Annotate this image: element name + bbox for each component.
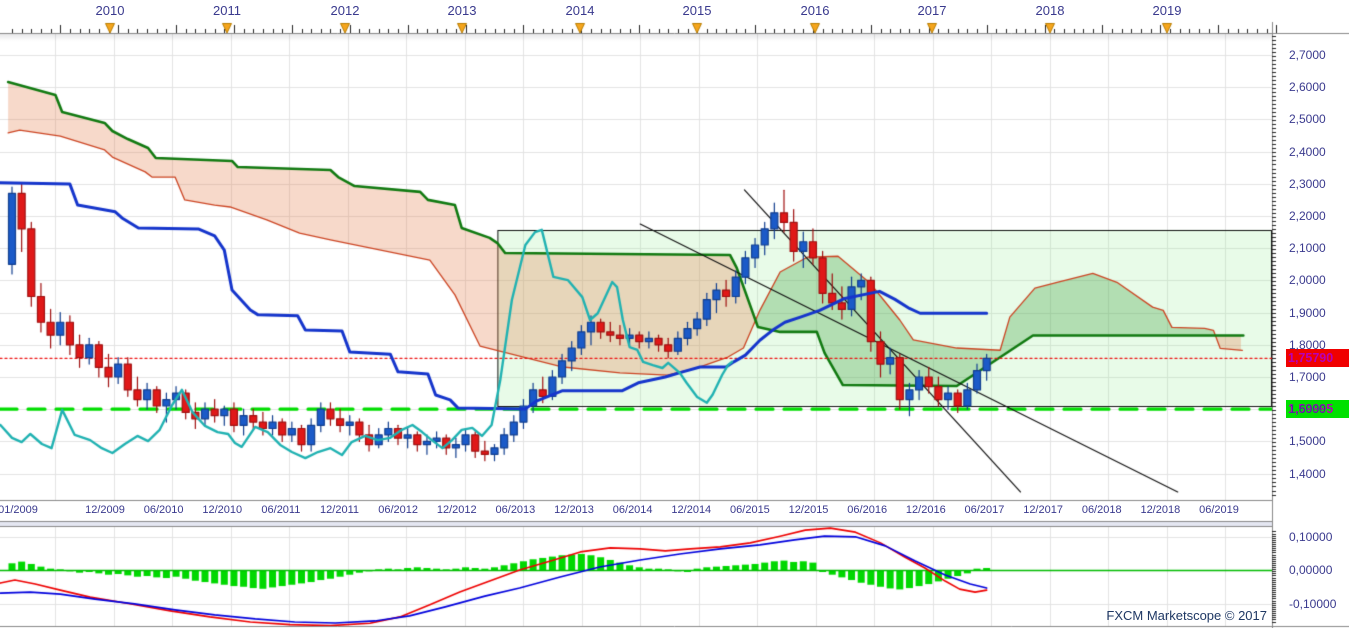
- chart-window: 2010 2011 2012 2013 2014 2015 2016 2017 2018 2019…: [0, 0, 1349, 628]
- price-chart-canvas[interactable]: [0, 0, 1349, 628]
